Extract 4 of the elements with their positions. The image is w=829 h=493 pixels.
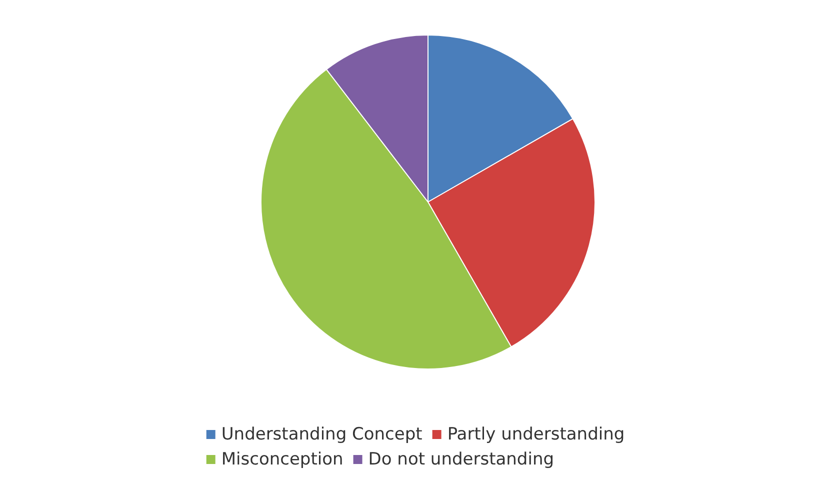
legend-label: Partly understanding — [447, 424, 625, 444]
legend-label: Misconception — [221, 450, 344, 470]
legend-label: Do not understanding — [368, 450, 554, 470]
legend-label: Understanding Concept — [221, 424, 423, 444]
